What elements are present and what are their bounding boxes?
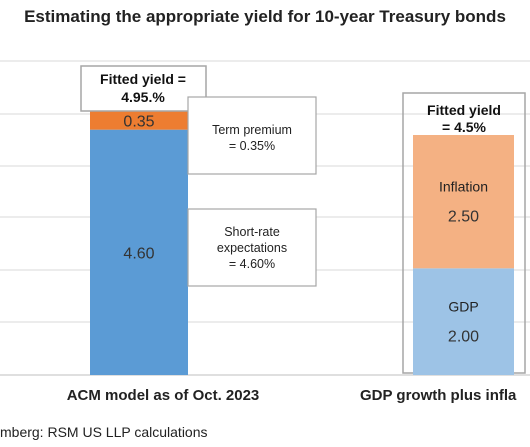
segment-name-label: Inflation	[439, 179, 488, 195]
callout-text: Short-rate	[224, 225, 280, 239]
category-label: ACM model as of Oct. 2023	[67, 387, 260, 404]
total-label-box	[80, 65, 207, 112]
bar-segment-inflation	[413, 135, 514, 269]
source-note: mberg: RSM US LLP calculations	[0, 424, 208, 440]
data-label: 2.00	[448, 329, 479, 346]
data-label: 0.35	[123, 113, 154, 130]
bar-segment-gdp	[413, 268, 514, 375]
total-label: Fitted yield	[427, 102, 501, 118]
callout-box-short-rate	[187, 208, 317, 287]
callout-text: = 4.60%	[229, 257, 275, 271]
total-label: Fitted yield =	[100, 71, 186, 87]
data-label: 4.60	[123, 245, 154, 262]
callout-text: expectations	[217, 241, 287, 255]
callout-text: = 0.35%	[229, 139, 275, 153]
category-label: GDP growth plus infla	[360, 387, 517, 404]
total-label: 4.95.%	[121, 89, 165, 105]
total-label: = 4.5%	[442, 119, 487, 135]
chart-title: Estimating the appropriate yield for 10-…	[24, 7, 506, 26]
callout-text: Term premium	[212, 123, 292, 137]
segment-name-label: GDP	[448, 299, 478, 315]
data-label: 2.50	[448, 209, 479, 226]
bar-segment-short-rate-expectations	[90, 129, 188, 375]
bar-segment-term-premium	[90, 111, 188, 130]
callout-box-term-premium	[187, 96, 317, 175]
